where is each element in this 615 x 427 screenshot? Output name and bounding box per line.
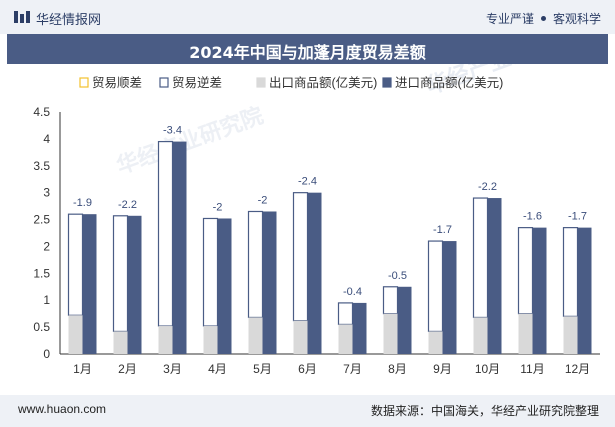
deficit-bar bbox=[247, 210, 264, 319]
deficit-bar bbox=[202, 217, 219, 327]
site-url[interactable]: www.huaon.com bbox=[18, 402, 107, 416]
legend-label: 进口商品额(亿美元) bbox=[395, 75, 503, 90]
deficit-bar bbox=[112, 215, 129, 333]
data-label: -2.2 bbox=[118, 199, 137, 211]
deficit-bar bbox=[67, 213, 84, 316]
data-label: -1.7 bbox=[568, 211, 587, 223]
import-bar bbox=[217, 218, 232, 354]
top-bar: 华经情报网 专业严谨 客观科学 bbox=[0, 0, 615, 34]
bar-chart: 华经产业研究院华经产业研究院贸易顺差贸易逆差出口商品额(亿美元)进口商品额(亿美… bbox=[33, 64, 600, 376]
data-source: 数据来源：中国海关，华经产业研究院整理 bbox=[370, 404, 599, 418]
x-tick-label: 4月 bbox=[208, 362, 227, 376]
y-tick-label: 0 bbox=[43, 347, 50, 361]
deficit-bar bbox=[562, 227, 579, 317]
export-bar bbox=[248, 317, 263, 354]
y-tick-label: 4 bbox=[43, 132, 50, 146]
export-bar bbox=[518, 313, 533, 354]
legend-label: 贸易顺差 bbox=[92, 76, 142, 90]
title-bar: 2024年中国与加蓬月度贸易差额 bbox=[7, 34, 608, 64]
export-bar bbox=[203, 326, 218, 354]
y-tick-label: 2.5 bbox=[33, 213, 50, 227]
y-tick-label: 2 bbox=[43, 239, 50, 253]
x-tick-label: 6月 bbox=[298, 362, 317, 376]
deficit-bar bbox=[517, 227, 534, 315]
import-bar bbox=[127, 215, 142, 354]
data-label: -0.4 bbox=[343, 286, 362, 298]
legend-swatch bbox=[79, 77, 89, 88]
x-tick-label: 5月 bbox=[253, 362, 272, 376]
deficit-bar bbox=[427, 240, 444, 333]
export-bar bbox=[113, 331, 128, 354]
export-bar bbox=[338, 324, 353, 354]
x-tick-label: 11月 bbox=[520, 362, 544, 376]
data-label: -2.2 bbox=[478, 181, 497, 193]
chart-title: 2024年中国与加蓬月度贸易差额 bbox=[189, 43, 426, 62]
legend-swatch bbox=[256, 77, 266, 88]
data-label: -1.7 bbox=[433, 224, 452, 236]
data-label: -2.4 bbox=[298, 176, 317, 188]
import-bar bbox=[397, 286, 412, 354]
y-tick-label: 3 bbox=[43, 186, 50, 200]
export-bar bbox=[68, 315, 83, 354]
import-bar bbox=[307, 192, 322, 354]
y-tick-label: 3.5 bbox=[33, 159, 50, 173]
export-bar bbox=[428, 331, 443, 354]
legend-label: 贸易逆差 bbox=[172, 75, 222, 90]
import-bar bbox=[262, 211, 277, 354]
watermark-text: 华经产业研究院 bbox=[113, 103, 266, 179]
export-bar bbox=[383, 313, 398, 354]
x-tick-label: 2月 bbox=[118, 362, 137, 376]
import-bar bbox=[172, 141, 187, 354]
import-bar bbox=[532, 227, 547, 354]
separator-dot bbox=[540, 16, 546, 22]
data-label: -1.6 bbox=[523, 211, 542, 223]
legend-swatch bbox=[159, 77, 169, 88]
import-bar bbox=[82, 214, 97, 354]
y-tick-label: 4.5 bbox=[33, 105, 50, 119]
deficit-bar bbox=[382, 286, 399, 315]
y-tick-label: 1 bbox=[43, 293, 50, 307]
slogan-tag-1: 专业严谨 bbox=[485, 12, 534, 26]
import-bar bbox=[352, 302, 367, 354]
y-tick-label: 1.5 bbox=[33, 266, 50, 280]
x-tick-label: 1月 bbox=[73, 362, 92, 376]
brand-name: 华经情报网 bbox=[36, 12, 102, 27]
data-label: -0.5 bbox=[388, 270, 407, 282]
legend-swatch bbox=[382, 77, 392, 88]
export-bar bbox=[158, 326, 173, 354]
x-tick-label: 3月 bbox=[163, 362, 182, 376]
brand-logo-icon bbox=[14, 11, 30, 23]
legend-label: 出口商品额(亿美元) bbox=[269, 75, 377, 90]
export-bar bbox=[293, 320, 308, 354]
deficit-bar bbox=[157, 140, 174, 327]
deficit-bar bbox=[292, 192, 309, 322]
import-bar bbox=[577, 227, 592, 354]
deficit-bar bbox=[472, 197, 489, 319]
slogan: 专业严谨 客观科学 bbox=[486, 10, 601, 27]
data-label: -2 bbox=[213, 201, 223, 213]
export-bar bbox=[473, 317, 488, 354]
x-tick-label: 8月 bbox=[388, 362, 407, 376]
footer-bar: www.huaon.com 数据来源：中国海关，华经产业研究院整理 bbox=[0, 395, 615, 427]
y-tick-label: 0.5 bbox=[33, 320, 50, 334]
import-bar bbox=[487, 198, 502, 354]
x-tick-label: 7月 bbox=[343, 362, 362, 376]
deficit-bar bbox=[337, 302, 354, 326]
x-tick-label: 10月 bbox=[475, 362, 500, 376]
import-bar bbox=[442, 241, 457, 354]
export-bar bbox=[563, 316, 578, 354]
data-label: -2 bbox=[258, 194, 268, 206]
x-tick-label: 9月 bbox=[433, 362, 452, 376]
data-label: -3.4 bbox=[163, 125, 182, 137]
x-tick-label: 12月 bbox=[565, 362, 590, 376]
slogan-tag-2: 客观科学 bbox=[552, 12, 601, 26]
data-label: -1.9 bbox=[73, 197, 92, 209]
